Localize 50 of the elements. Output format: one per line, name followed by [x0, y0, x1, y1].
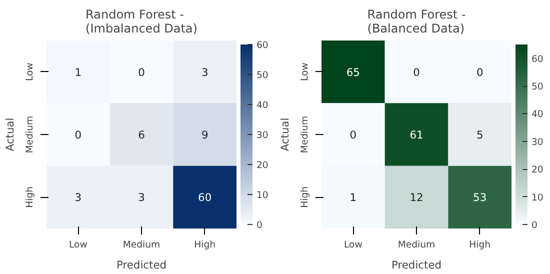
x-axis-title: Predicted [391, 258, 442, 272]
data-label: 5 [476, 128, 484, 142]
chart-title: Random Forest - (Imbalanced Data) [86, 8, 198, 36]
color-bar-label: 60 [532, 54, 544, 65]
color-bar-label: 50 [532, 82, 544, 93]
data-label: 3 [74, 191, 82, 204]
data-label: 0 [413, 66, 420, 79]
x-tick-label: Low [68, 240, 88, 250]
color-bar-label: 0 [256, 220, 262, 231]
y-tick-label: High [24, 186, 36, 208]
color-bar-label: 10 [532, 192, 544, 204]
color-bar-label: 40 [532, 109, 544, 120]
color-bar-label: 40 [256, 100, 268, 111]
data-label: 1 [74, 66, 82, 79]
color-bar-label: 10 [256, 190, 268, 201]
data-label: 0 [138, 66, 146, 79]
color-bar-label: 30 [532, 136, 544, 148]
data-label: 1 [350, 191, 357, 204]
x-tick-label: High [469, 240, 491, 250]
data-label: 0 [476, 66, 484, 79]
color-bar-label: 50 [256, 70, 268, 81]
y-axis-title: Actual [4, 118, 16, 152]
data-label: 65 [346, 66, 360, 79]
data-label: 9 [201, 128, 208, 142]
data-label: 60 [198, 191, 212, 204]
data-label: 6 [138, 128, 146, 142]
x-tick-label: Medium [122, 240, 160, 250]
data-label: 12 [410, 191, 424, 204]
color-bar-label: 30 [256, 130, 268, 141]
color-bar-label: 20 [256, 160, 268, 171]
y-tick-label: High [300, 186, 310, 208]
y-axis-title: Actual [278, 118, 292, 152]
chart-title: Random Forest - (Balanced Data) [367, 8, 466, 36]
data-label: 53 [473, 191, 487, 204]
data-label: 3 [201, 66, 208, 79]
data-label: 61 [410, 128, 424, 142]
color-bar-label: 60 [256, 40, 268, 51]
data-label: 3 [138, 191, 145, 204]
x-tick-label: Low [344, 240, 363, 250]
y-tick-label: Low [300, 62, 310, 82]
y-tick-label: Medium [24, 116, 36, 154]
color-bar-label: 20 [532, 164, 544, 176]
x-tick-label: Medium [398, 240, 436, 250]
data-label: 0 [350, 128, 357, 142]
data-label: 0 [74, 128, 82, 142]
x-axis-title: Predicted [116, 258, 167, 272]
color-bar-label: 0 [532, 220, 538, 231]
y-tick-label: Low [24, 62, 36, 82]
x-tick-label: High [194, 240, 216, 250]
y-tick-label: Medium [300, 116, 310, 154]
